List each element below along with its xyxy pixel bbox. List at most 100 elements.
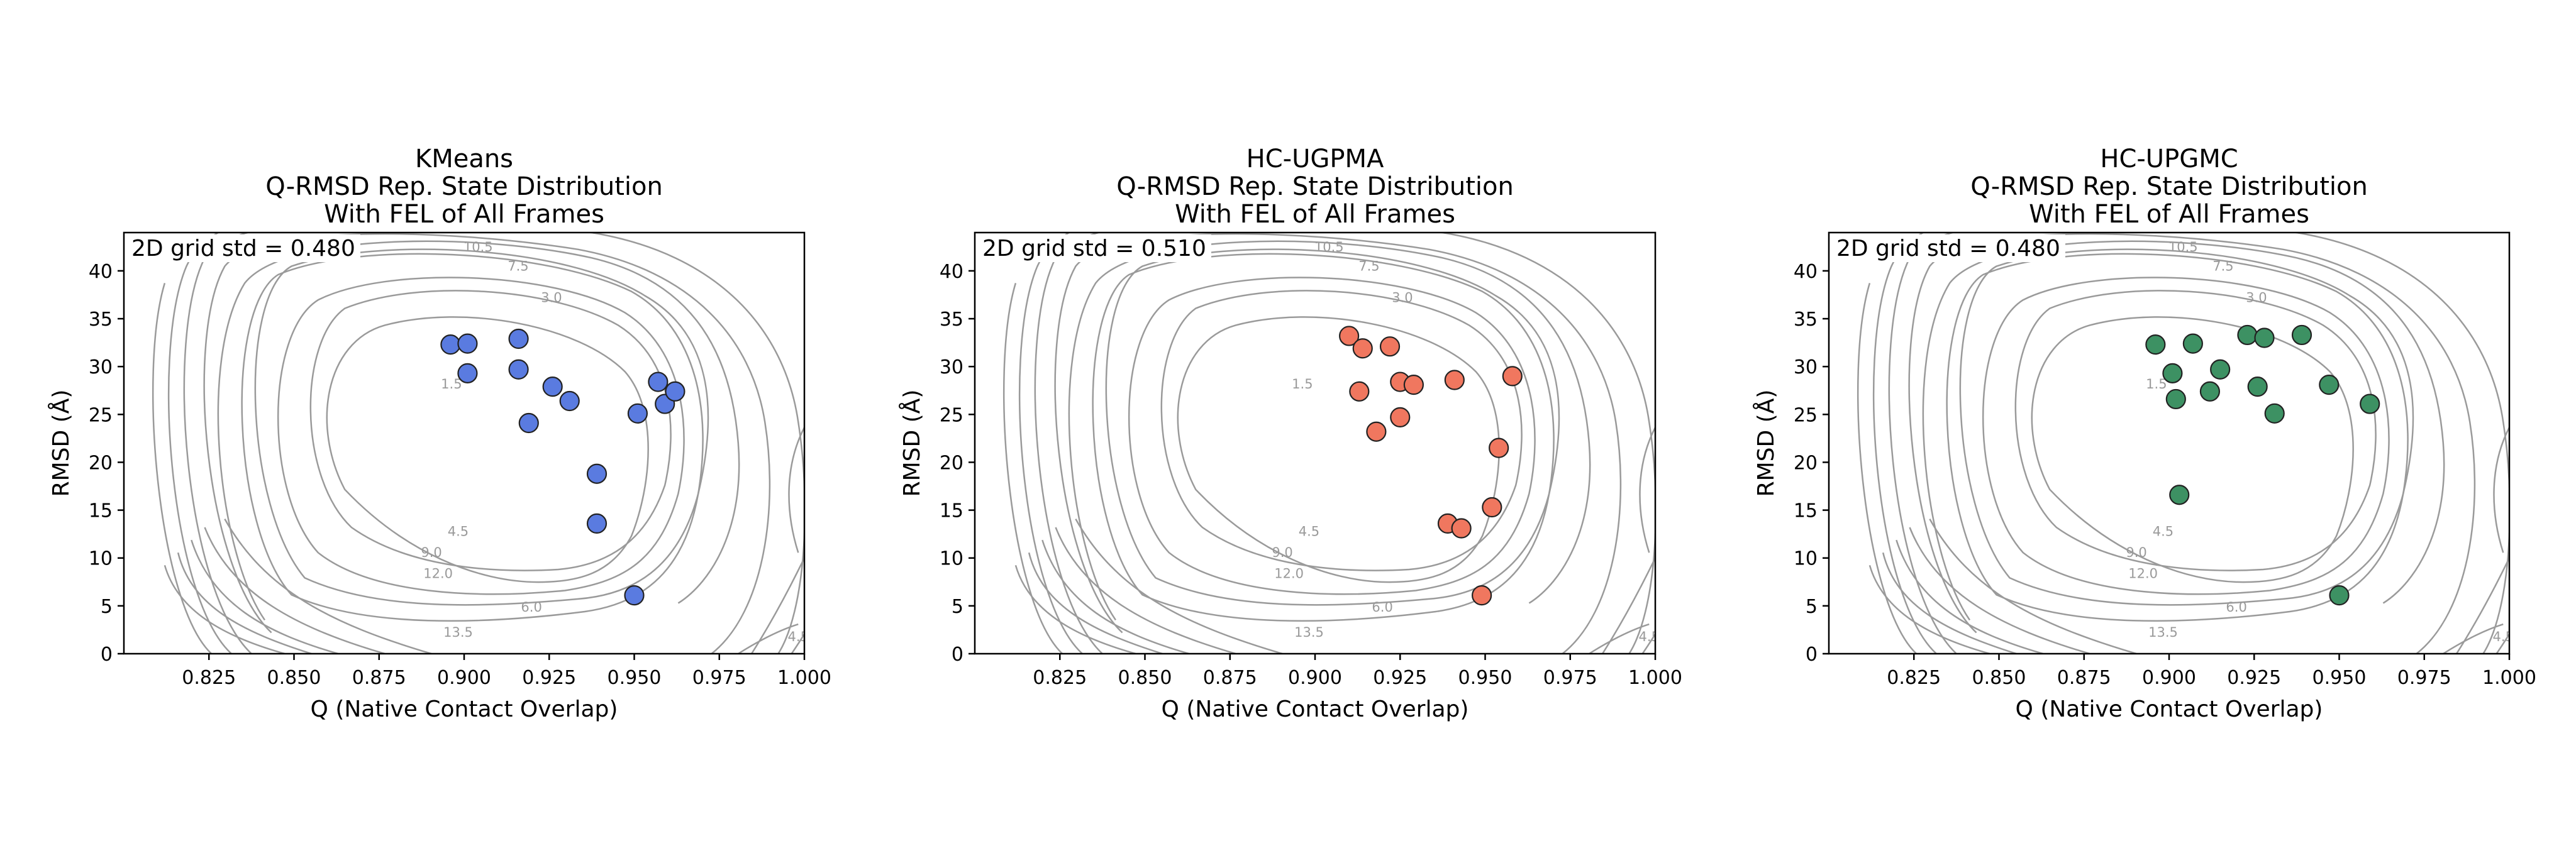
contour-level-label: 9.0 xyxy=(2526,481,2547,497)
chart-title-line: HC-UGPMA xyxy=(1246,145,1384,173)
y-tick-label: 40 xyxy=(940,261,963,283)
y-tick-label: 0 xyxy=(1806,644,1818,666)
x-axis-label: Q (Native Contact Overlap) xyxy=(311,696,618,722)
std-label-box xyxy=(977,234,1211,262)
contour-line xyxy=(2510,603,2536,654)
x-tick-label: 0.950 xyxy=(2312,667,2367,689)
contour-line xyxy=(738,624,798,654)
contour-line xyxy=(1870,565,1990,654)
data-point xyxy=(2169,485,2190,505)
x-tick-label: 0.850 xyxy=(1118,667,1172,689)
contour-line xyxy=(1075,519,1282,654)
contour-level-label: 4.5 xyxy=(788,629,809,644)
data-point xyxy=(624,585,645,606)
y-tick-label: 10 xyxy=(1794,548,1818,570)
chart-title-line: Q-RMSD Rep. State Distribution xyxy=(1970,172,2368,201)
data-point xyxy=(2319,375,2340,395)
x-tick-label: 0.850 xyxy=(1972,667,2026,689)
y-tick-label: 20 xyxy=(940,452,963,474)
contour-level-label: 1.5 xyxy=(1292,377,1313,392)
x-tick-label: 1.000 xyxy=(2482,667,2536,689)
data-point xyxy=(665,381,686,402)
contour-level-label: 8.0 xyxy=(2519,465,2540,480)
data-point xyxy=(508,359,529,380)
x-tick-label: 0.925 xyxy=(2227,667,2281,689)
x-tick-label: 0.825 xyxy=(1033,667,1087,689)
contour-line xyxy=(2457,502,2536,654)
contour-line xyxy=(1004,283,1062,654)
data-point xyxy=(542,377,563,397)
x-tick-label: 0.825 xyxy=(182,667,236,689)
contour-level-label: 12.0 xyxy=(1274,566,1304,581)
data-point xyxy=(1339,326,1360,346)
y-tick-label: 15 xyxy=(1794,500,1818,522)
x-tick-label: 1.000 xyxy=(1628,667,1682,689)
contour-line xyxy=(204,234,770,654)
x-tick-label: 0.975 xyxy=(692,667,747,689)
y-tick-label: 25 xyxy=(1794,404,1818,426)
x-tick-label: 0.850 xyxy=(267,667,321,689)
data-point xyxy=(559,390,580,412)
chart-title-line: With FEL of All Frames xyxy=(2029,200,2309,229)
contour-line xyxy=(792,586,832,654)
x-tick-label: 0.900 xyxy=(1288,667,1342,689)
y-tick-label: 30 xyxy=(1794,356,1818,378)
y-tick-label: 10 xyxy=(940,548,963,570)
contour-line xyxy=(1056,527,1236,654)
data-point xyxy=(1403,375,1424,395)
contour-line xyxy=(1675,443,1683,527)
contour-line xyxy=(1909,234,2475,654)
contour-line xyxy=(1106,250,1559,605)
contour-level-label: 7.5 xyxy=(2212,258,2233,273)
chart-panel-3: 10.51.53.07.56.04.59.012.013.57.58.09.04… xyxy=(1752,145,2547,722)
contour-line xyxy=(1656,603,1682,654)
data-point xyxy=(2247,377,2268,397)
data-point xyxy=(1502,366,1523,387)
chart-title-line: With FEL of All Frames xyxy=(1175,200,1455,229)
contour-level-label: 4.5 xyxy=(448,524,469,539)
y-tick-label: 40 xyxy=(89,261,113,283)
chart-title-line: Q-RMSD Rep. State Distribution xyxy=(1116,172,1514,201)
x-tick-label: 0.875 xyxy=(1203,667,1257,689)
x-axis-label: Q (Native Contact Overlap) xyxy=(2016,696,2323,722)
contour-line xyxy=(1640,426,1655,553)
contour-line xyxy=(225,519,431,654)
data-point xyxy=(2145,334,2166,355)
data-point xyxy=(2329,585,2350,606)
contour-line xyxy=(1019,199,1255,654)
data-point xyxy=(2360,393,2380,414)
contour-level-label: 10.5 xyxy=(2168,239,2198,255)
contour-line xyxy=(1162,290,1522,570)
data-point xyxy=(1489,437,1509,458)
contour-line xyxy=(184,217,805,654)
x-tick-label: 0.925 xyxy=(1373,667,1427,689)
contour-level-label: 1.5 xyxy=(441,377,462,392)
contour-level-label: 4.5 xyxy=(1665,583,1686,598)
data-point xyxy=(508,328,529,349)
contour-level-label: 1.5 xyxy=(2146,377,2167,392)
y-tick-label: 5 xyxy=(952,596,963,618)
x-tick-label: 0.975 xyxy=(1543,667,1597,689)
contour-level-label: 12.0 xyxy=(2128,566,2158,581)
contour-line xyxy=(2497,586,2537,654)
contour-level-label: 7.5 xyxy=(508,258,528,273)
x-tick-label: 0.975 xyxy=(2397,667,2451,689)
contour-line xyxy=(1602,502,1682,654)
contour-line xyxy=(1858,283,1916,654)
contour-line xyxy=(218,241,739,620)
data-point xyxy=(2182,333,2203,354)
grid-std-label: 2D grid std = 0.510 xyxy=(982,236,1206,261)
contour-level-label: 9.0 xyxy=(1672,481,1693,497)
data-point xyxy=(2199,381,2221,402)
data-point xyxy=(2254,327,2275,348)
y-tick-label: 20 xyxy=(1794,452,1818,474)
chart-panel-1: 10.51.53.07.56.04.59.012.013.57.58.09.04… xyxy=(47,145,832,722)
contour-level-label: 13.5 xyxy=(1294,625,1324,640)
contour-line xyxy=(805,603,831,654)
data-point xyxy=(1471,585,1492,606)
data-point xyxy=(518,412,539,434)
contour-level-label: 8.0 xyxy=(1665,465,1686,480)
grid-std-label: 2D grid std = 0.480 xyxy=(1836,236,2060,261)
contour-level-label: 3.0 xyxy=(2246,290,2267,305)
